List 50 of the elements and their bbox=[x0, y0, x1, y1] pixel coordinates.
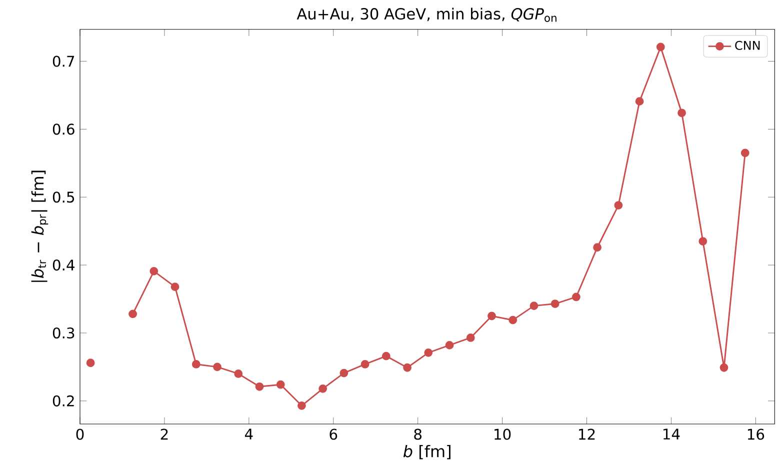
x-axis-title: b [fm] bbox=[403, 444, 450, 460]
x-tick-label: 12 bbox=[579, 428, 595, 440]
point bbox=[530, 302, 538, 310]
point bbox=[424, 348, 433, 357]
y-tick-label: 0.2 bbox=[52, 395, 74, 406]
y-tick-label: 0.3 bbox=[52, 327, 74, 339]
point bbox=[318, 384, 328, 393]
x-tick-label: 2 bbox=[160, 428, 168, 440]
point bbox=[255, 382, 264, 391]
point bbox=[740, 148, 750, 158]
x-tick-label: 8 bbox=[414, 428, 422, 440]
point bbox=[720, 363, 728, 372]
chart-title: Au+Au, 30 AGeV, min bias, QGP$_{on}$ bbox=[296, 8, 556, 22]
point bbox=[234, 370, 243, 378]
point bbox=[572, 292, 580, 302]
x-tick-label: 4 bbox=[244, 428, 253, 440]
y-tick-label: 0.4 bbox=[52, 260, 74, 271]
x-tick-label: 10 bbox=[494, 428, 511, 440]
y-tick-label: 0.6 bbox=[52, 124, 74, 135]
point bbox=[86, 358, 95, 368]
x-tick-label: 16 bbox=[748, 428, 764, 440]
y-tick-label: 0.5 bbox=[52, 192, 74, 203]
y-tick-label: 0.7 bbox=[52, 56, 74, 67]
point bbox=[382, 352, 390, 360]
point bbox=[192, 360, 200, 368]
y-axis-title: |b$_{tr}$ − b$_{pr}$| [fm] bbox=[31, 170, 48, 282]
x-tick-label: 0 bbox=[76, 428, 84, 440]
point bbox=[340, 368, 348, 378]
point bbox=[213, 362, 222, 372]
point bbox=[128, 310, 137, 318]
point bbox=[276, 380, 285, 389]
point bbox=[550, 300, 560, 308]
legend-label: CNN bbox=[735, 40, 760, 50]
point bbox=[678, 108, 686, 118]
x-tick-label: 14 bbox=[663, 428, 680, 440]
point bbox=[298, 401, 306, 410]
point bbox=[698, 237, 708, 246]
point bbox=[170, 282, 180, 291]
point bbox=[508, 316, 518, 324]
x-tick-label: 6 bbox=[330, 428, 338, 440]
point bbox=[360, 360, 370, 368]
point bbox=[635, 97, 644, 106]
point bbox=[488, 312, 496, 320]
point bbox=[403, 363, 412, 372]
point bbox=[593, 243, 602, 252]
point bbox=[466, 334, 475, 342]
point bbox=[445, 341, 454, 350]
point bbox=[614, 201, 623, 210]
point bbox=[656, 42, 665, 52]
point bbox=[150, 266, 158, 276]
